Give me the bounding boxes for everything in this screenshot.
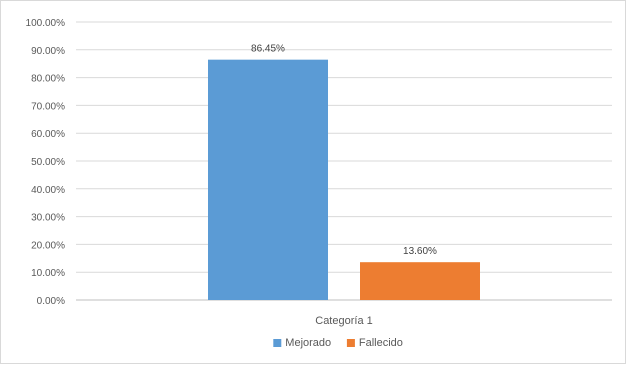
x-category-label: Categoría 1 xyxy=(315,315,372,327)
bar-fallecido xyxy=(360,262,480,300)
bars xyxy=(208,59,480,300)
y-tick-label: 0.00% xyxy=(37,296,65,307)
data-label: 86.45% xyxy=(251,44,285,55)
legend-label: Fallecido xyxy=(359,337,403,349)
y-axis-tick-labels: 0.00% 10.00% 20.00% 30.00% 40.00% 50.00% 60.00… xyxy=(26,18,66,307)
y-tick-label: 20.00% xyxy=(31,240,65,251)
y-tick-label: 30.00% xyxy=(31,213,65,224)
y-tick-label: 70.00% xyxy=(31,101,65,112)
legend-swatch-fallecido xyxy=(346,339,355,347)
legend: Mejorado Fallecido xyxy=(273,337,403,349)
y-tick-label: 50.00% xyxy=(31,157,65,168)
y-tick-label: 60.00% xyxy=(31,129,65,140)
y-tick-label: 10.00% xyxy=(31,268,65,279)
y-tick-label: 100.00% xyxy=(26,18,66,29)
gridlines xyxy=(76,21,612,301)
data-label: 13.60% xyxy=(403,246,437,257)
x-axis-category-labels: Categoría 1 xyxy=(315,315,372,327)
data-labels: 86.45% 13.60% xyxy=(251,44,437,258)
legend-swatch-mejorado xyxy=(273,339,282,347)
legend-label: Mejorado xyxy=(285,337,331,349)
bar-mejorado xyxy=(208,59,328,300)
y-tick-label: 80.00% xyxy=(31,74,65,85)
y-tick-label: 90.00% xyxy=(31,46,65,57)
y-tick-label: 40.00% xyxy=(31,185,65,196)
